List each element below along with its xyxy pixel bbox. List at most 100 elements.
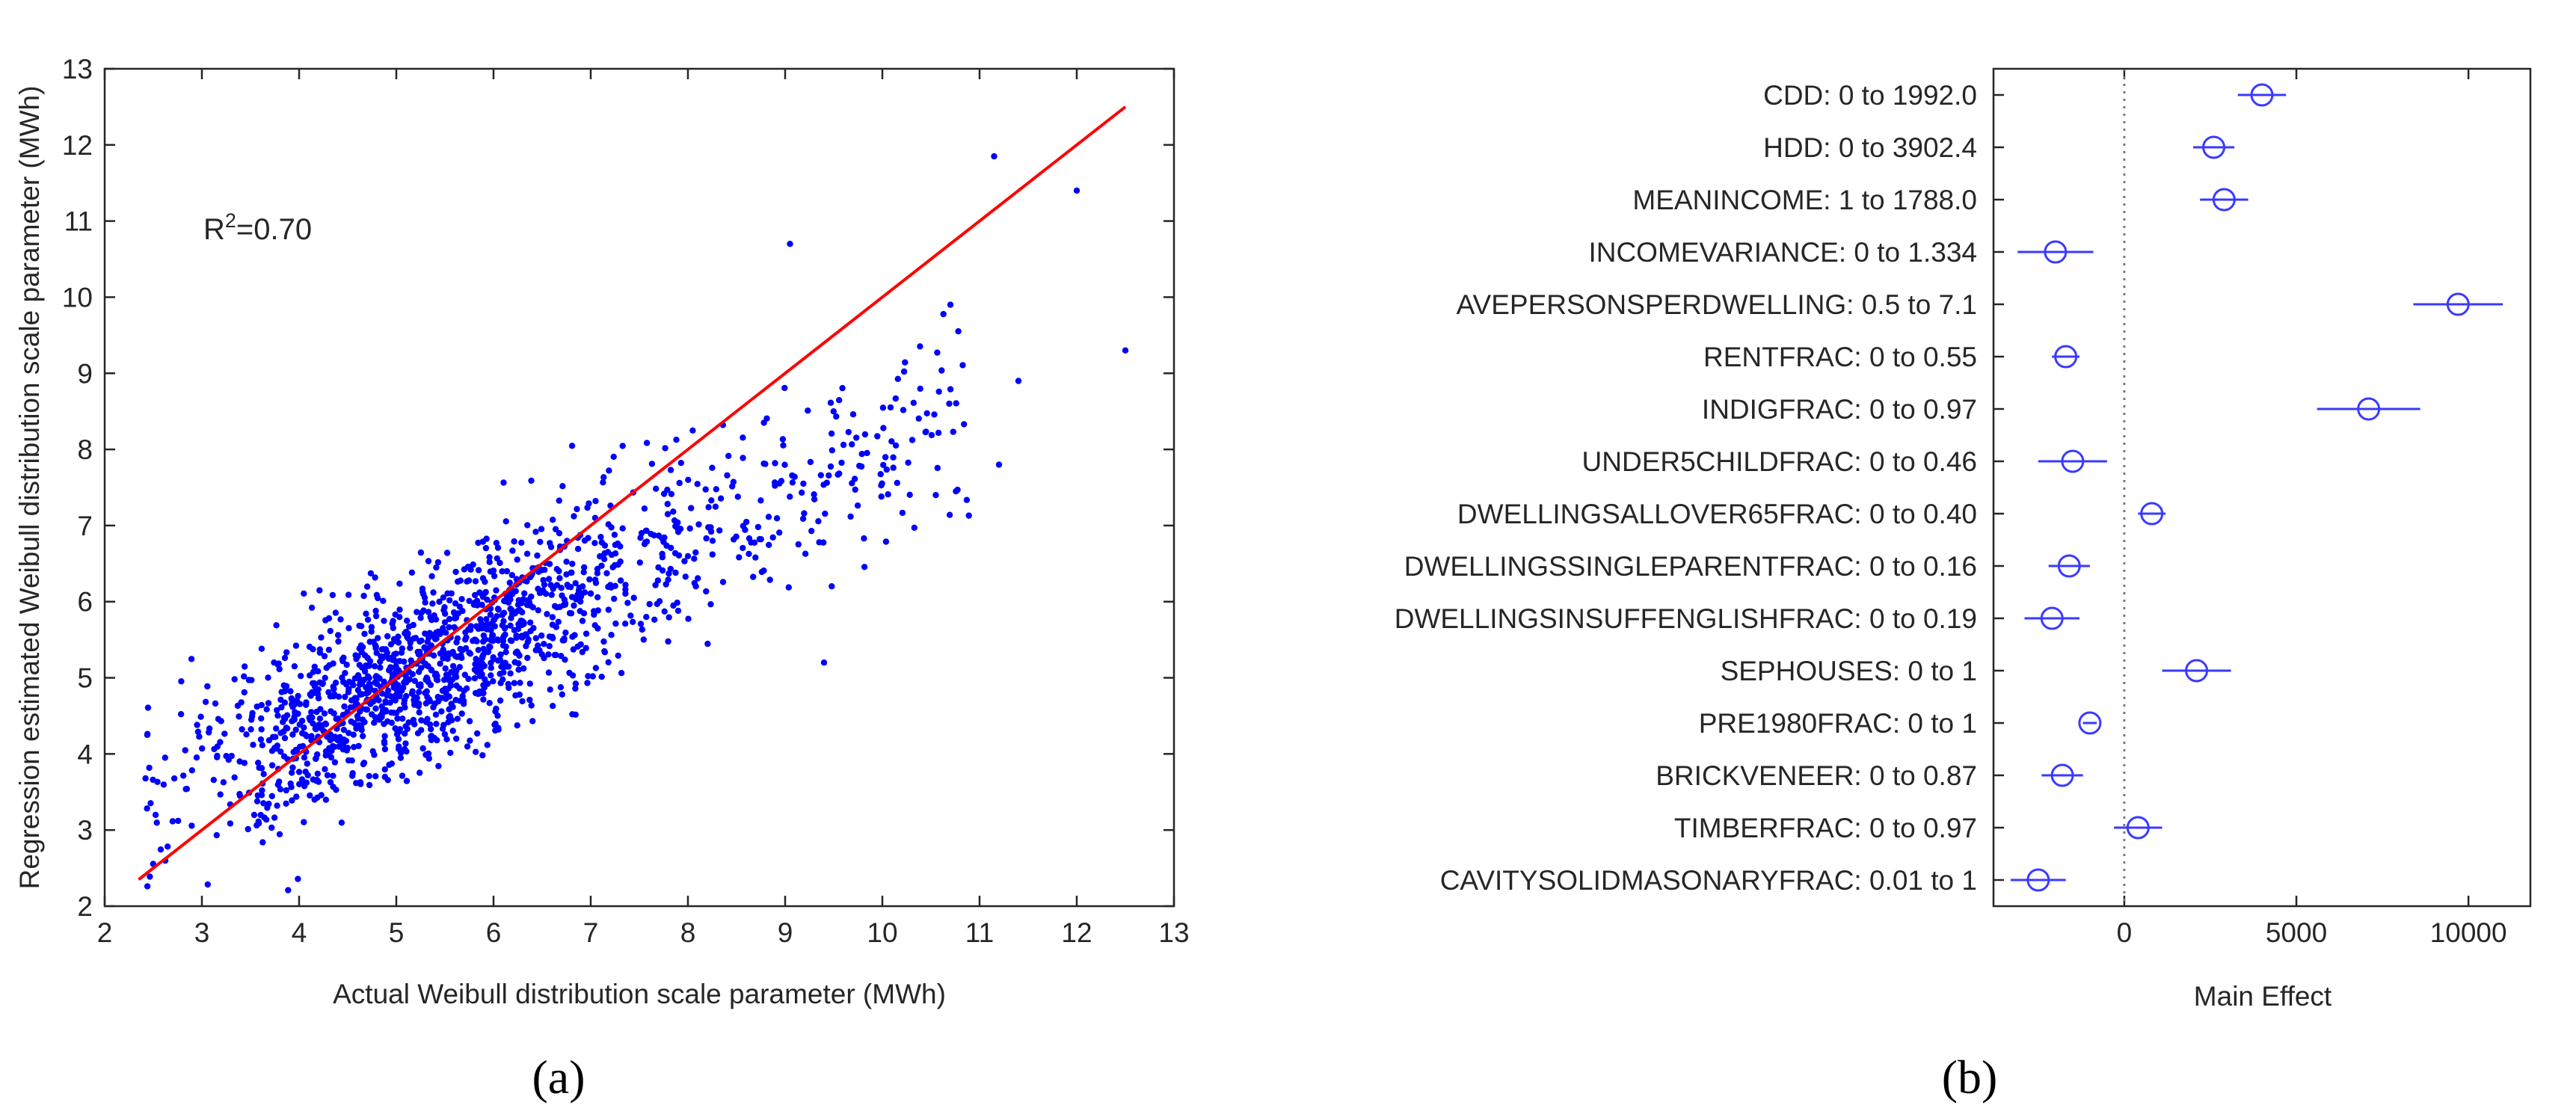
scatter-point bbox=[695, 521, 702, 528]
scatter-point bbox=[450, 609, 458, 616]
scatter-point bbox=[662, 445, 668, 452]
scatter-point bbox=[356, 681, 363, 688]
scatter-point bbox=[940, 310, 947, 318]
scatter-point bbox=[289, 769, 295, 776]
scatter-point bbox=[372, 574, 378, 581]
scatter-point bbox=[556, 575, 563, 582]
scatter-point bbox=[381, 745, 389, 753]
scatter-point bbox=[660, 490, 668, 497]
scatter-point bbox=[380, 597, 387, 604]
scatter-point bbox=[883, 466, 891, 473]
scatter-point bbox=[765, 514, 772, 520]
scatter-point bbox=[763, 415, 770, 422]
scatter-point bbox=[315, 695, 322, 702]
scatter-point bbox=[372, 773, 379, 780]
scatter-point bbox=[529, 718, 536, 724]
scatter-point bbox=[568, 443, 576, 449]
scatter-point bbox=[820, 539, 827, 546]
scatter-point bbox=[180, 772, 187, 779]
scatter-point bbox=[473, 748, 479, 755]
scatter-point bbox=[223, 753, 230, 760]
scatter-point bbox=[802, 550, 809, 557]
scatter-point bbox=[432, 711, 440, 718]
scatter-point bbox=[479, 752, 486, 759]
scatter-point bbox=[273, 745, 280, 752]
scatter-point bbox=[403, 778, 411, 784]
scatter-point bbox=[364, 654, 371, 662]
scatter-point bbox=[265, 737, 273, 744]
scatter-plot-frame bbox=[103, 67, 1175, 908]
x-tick-label: 2 bbox=[97, 917, 113, 948]
scatter-point bbox=[276, 831, 283, 838]
scatter-point bbox=[475, 567, 482, 573]
scatter-point bbox=[471, 675, 479, 682]
scatter-point bbox=[381, 738, 388, 745]
scatter-point bbox=[360, 733, 366, 739]
scatter-point bbox=[144, 730, 151, 737]
scatter-point bbox=[676, 479, 683, 487]
scatter-point bbox=[152, 811, 159, 819]
scatter-point bbox=[648, 461, 656, 467]
scatter-point bbox=[603, 570, 610, 576]
scatter-point bbox=[709, 538, 716, 544]
scatter-point bbox=[653, 485, 660, 492]
effect-category-label: TIMBERFRAC: 0 to 0.97 bbox=[1674, 813, 1977, 843]
scatter-point bbox=[494, 555, 500, 562]
scatter-point bbox=[771, 479, 778, 486]
scatter-point bbox=[524, 522, 531, 529]
scatter-point bbox=[453, 682, 460, 689]
scatter-point bbox=[827, 399, 834, 406]
scatter-point bbox=[785, 584, 793, 591]
scatter-point bbox=[236, 758, 243, 765]
scatter-point bbox=[328, 754, 335, 761]
scatter-point bbox=[829, 583, 835, 590]
effects-plot-frame bbox=[1992, 67, 2532, 908]
scatter-point bbox=[170, 775, 178, 782]
scatter-point bbox=[433, 636, 440, 642]
scatter-point bbox=[381, 618, 387, 624]
scatter-point bbox=[511, 610, 518, 617]
scatter-point bbox=[498, 663, 505, 670]
scatter-point bbox=[260, 771, 267, 778]
scatter-point bbox=[231, 774, 238, 781]
scatter-point bbox=[605, 606, 612, 613]
scatter-point bbox=[241, 760, 248, 766]
scatter-point bbox=[515, 666, 522, 673]
scatter-point bbox=[523, 550, 531, 557]
scatter-point bbox=[310, 646, 316, 653]
scatter-point bbox=[293, 793, 300, 800]
scatter-point bbox=[890, 454, 897, 461]
scatter-point bbox=[888, 438, 895, 445]
scatter-point bbox=[204, 881, 211, 888]
scatter-point bbox=[482, 636, 489, 643]
scatter-point bbox=[319, 680, 326, 686]
scatter-point bbox=[241, 689, 248, 696]
scatter-point bbox=[569, 711, 576, 718]
scatter-point bbox=[372, 612, 380, 620]
scatter-point bbox=[417, 549, 425, 556]
scatter-point bbox=[577, 593, 585, 600]
scatter-point bbox=[899, 509, 906, 517]
scatter-point bbox=[733, 533, 740, 540]
scatter-point bbox=[328, 708, 334, 715]
scatter-point bbox=[559, 483, 566, 490]
scatter-point bbox=[238, 699, 245, 706]
scatter-point bbox=[366, 772, 372, 780]
scatter-point bbox=[326, 749, 333, 756]
scatter-point bbox=[405, 635, 411, 641]
scatter-point bbox=[508, 615, 514, 621]
scatter-point bbox=[601, 647, 608, 655]
scatter-point bbox=[580, 569, 587, 576]
scatter-point bbox=[838, 459, 845, 467]
scatter-point bbox=[694, 481, 701, 487]
scatter-point bbox=[425, 755, 432, 762]
scatter-point bbox=[353, 723, 360, 730]
scatter-point bbox=[404, 725, 411, 733]
scatter-point bbox=[665, 570, 672, 577]
scatter-point bbox=[331, 733, 339, 740]
y-tick-label: 4 bbox=[77, 739, 93, 769]
scatter-point bbox=[351, 744, 357, 751]
effects-category-labels: CDD: 0 to 1992.0 HDD: 0 to 3902.4 MEANINCO… bbox=[1395, 80, 1977, 896]
scatter-point bbox=[805, 407, 811, 414]
scatter-point bbox=[400, 684, 407, 691]
